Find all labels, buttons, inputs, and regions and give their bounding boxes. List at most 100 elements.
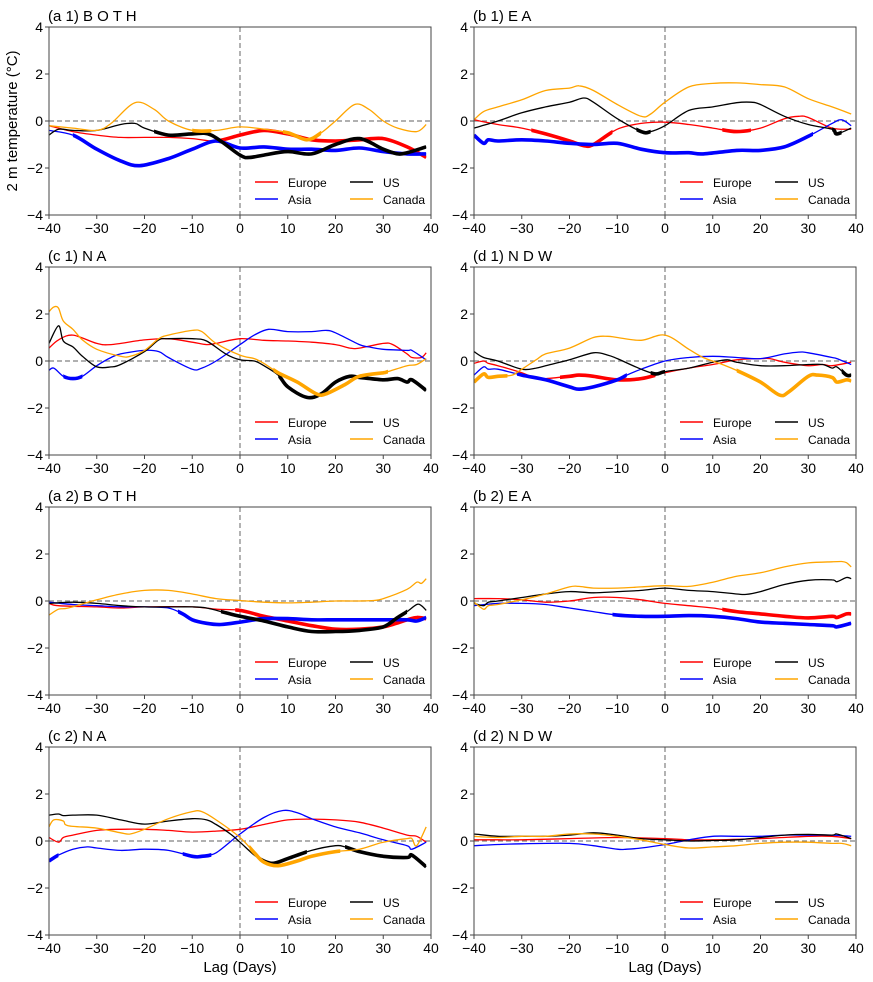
y-tick-label: 0 — [35, 113, 43, 129]
x-tick-label: 20 — [753, 460, 769, 476]
legend-label: Canada — [808, 673, 850, 687]
y-tick-label: 4 — [35, 499, 43, 515]
legend-item-canada: Canada — [775, 913, 850, 927]
x-tick-label: −10 — [605, 940, 629, 956]
legend-item-us: US — [775, 656, 825, 670]
x-tick-label: −30 — [85, 460, 109, 476]
series-canada — [473, 833, 852, 849]
y-tick-label: 2 — [460, 306, 468, 322]
y-tick-label: 4 — [35, 19, 43, 35]
x-tick-label: 0 — [236, 700, 244, 716]
x-tick-label: 30 — [375, 460, 391, 476]
panel-title: (d 1) N D W — [473, 248, 553, 265]
y-tick-label: −2 — [452, 400, 468, 416]
significant-segment-us — [278, 372, 427, 400]
series-line-canada — [473, 560, 852, 610]
series-line-canada — [48, 810, 427, 867]
x-tick-label: 0 — [661, 700, 669, 716]
x-tick-label: −10 — [605, 220, 629, 236]
y-tick-label: 0 — [460, 353, 468, 369]
x-tick-label: −10 — [180, 700, 204, 716]
x-axis-label: Lag (Days) — [628, 959, 701, 976]
series-canada — [48, 305, 427, 398]
legend-item-us: US — [775, 176, 825, 190]
legend-label: Europe — [713, 656, 752, 670]
legend-label: Canada — [383, 433, 425, 447]
y-tick-label: 0 — [35, 353, 43, 369]
legend-item-asia: Asia — [255, 433, 312, 447]
legend-label: Asia — [288, 193, 312, 207]
x-tick-label: 40 — [423, 460, 439, 476]
x-tick-label: −40 — [462, 700, 486, 716]
x-tick-label: −30 — [85, 940, 109, 956]
x-tick-label: −20 — [133, 940, 157, 956]
significant-segment-asia — [72, 133, 427, 168]
y-tick-label: −4 — [452, 447, 468, 463]
legend: Europe Asia US Canada — [680, 416, 850, 447]
significant-segment-canada — [249, 844, 341, 868]
panel-6: (b 2) E A−40 −30 −20 −10 0 10 20 30 40−4−2024Eur… — [452, 488, 864, 716]
legend-label: Canada — [383, 193, 425, 207]
legend-item-europe: Europe — [680, 416, 752, 430]
x-tick-label: 0 — [661, 940, 669, 956]
significant-segment-europe — [559, 373, 656, 382]
series-europe — [48, 334, 427, 359]
panel-title: (d 2) N D W — [473, 728, 553, 745]
panel-title: (a 2) B O T H — [48, 488, 137, 505]
legend-item-europe: Europe — [680, 896, 752, 910]
y-tick-label: −2 — [452, 640, 468, 656]
y-tick-label: 4 — [35, 259, 43, 275]
series-line-asia — [48, 328, 427, 380]
panel-2: (b 1) E A−40 −30 −20 −10 0 10 20 30 40−4−2024Eur… — [452, 8, 864, 236]
y-tick-label: 4 — [460, 739, 468, 755]
panel-3: (c 1) N A−40 −30 −20 −10 0 10 20 30 40−4−2024Eur… — [27, 248, 439, 476]
series-europe — [473, 357, 852, 382]
series-asia — [48, 129, 427, 168]
legend-item-canada: Canada — [350, 433, 425, 447]
y-tick-label: 0 — [460, 113, 468, 129]
legend-label: Canada — [808, 913, 850, 927]
series-asia — [48, 809, 427, 863]
x-tick-label: 30 — [800, 940, 816, 956]
legend-item-us: US — [350, 896, 400, 910]
panel-title: (a 1) B O T H — [48, 8, 137, 25]
legend-label: Europe — [713, 416, 752, 430]
x-tick-label: 40 — [848, 940, 864, 956]
legend-label: US — [808, 656, 825, 670]
y-axis-label: 2 m temperature (°C) — [4, 50, 21, 191]
series-europe — [48, 602, 427, 632]
x-tick-label: −30 — [85, 700, 109, 716]
x-tick-label: −40 — [462, 940, 486, 956]
significant-segment-us — [220, 609, 408, 634]
series-canada — [473, 560, 852, 610]
legend-label: US — [808, 176, 825, 190]
series-us — [473, 97, 852, 136]
y-tick-label: −2 — [27, 160, 43, 176]
legend-item-asia: Asia — [255, 673, 312, 687]
legend-item-us: US — [775, 416, 825, 430]
x-tick-label: −30 — [510, 700, 534, 716]
legend-label: US — [808, 416, 825, 430]
panel-title: (b 1) E A — [473, 8, 531, 25]
x-tick-label: −10 — [180, 460, 204, 476]
series-line-asia — [473, 119, 852, 155]
significant-segment-europe — [531, 128, 613, 149]
series-line-europe — [48, 818, 427, 843]
y-tick-label: 0 — [460, 593, 468, 609]
legend-item-asia: Asia — [255, 913, 312, 927]
legend-item-asia: Asia — [680, 673, 737, 687]
legend-item-europe: Europe — [680, 656, 752, 670]
y-tick-label: −2 — [27, 640, 43, 656]
x-tick-label: 0 — [661, 460, 669, 476]
legend-item-canada: Canada — [350, 193, 425, 207]
series-line-canada — [48, 305, 427, 396]
legend-item-canada: Canada — [350, 913, 425, 927]
x-tick-label: 30 — [800, 220, 816, 236]
legend: Europe Asia US Canada — [680, 896, 850, 927]
panel-5: (a 2) B O T H−40 −30 −20 −10 0 10 20 30 40−4−202… — [27, 488, 439, 716]
x-tick-label: −40 — [37, 940, 61, 956]
legend-item-asia: Asia — [680, 433, 737, 447]
series-canada — [48, 578, 427, 616]
x-tick-label: −10 — [180, 940, 204, 956]
legend-label: Europe — [288, 416, 327, 430]
